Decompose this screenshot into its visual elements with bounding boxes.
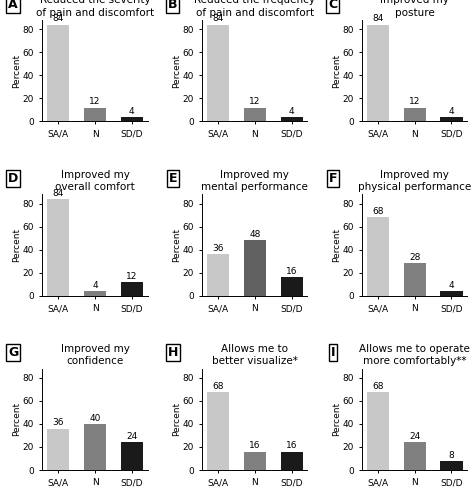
Bar xyxy=(281,452,303,470)
Bar xyxy=(367,24,389,122)
Title: Improved my
physical performance: Improved my physical performance xyxy=(358,170,472,192)
Y-axis label: Percent: Percent xyxy=(172,402,181,436)
Title: Improved my
mental performance: Improved my mental performance xyxy=(202,170,308,192)
Bar xyxy=(84,108,106,122)
Text: 16: 16 xyxy=(286,442,297,450)
Title: Improved my
confidence: Improved my confidence xyxy=(60,344,129,366)
Bar xyxy=(367,218,389,296)
Text: 24: 24 xyxy=(126,432,137,441)
Title: Improved my
posture: Improved my posture xyxy=(380,0,449,18)
Text: D: D xyxy=(8,172,18,185)
Title: Allows me to operate
more comfortably**: Allows me to operate more comfortably** xyxy=(359,344,470,366)
Bar xyxy=(244,240,266,296)
Text: 12: 12 xyxy=(89,98,101,106)
Text: C: C xyxy=(328,0,337,10)
Text: 84: 84 xyxy=(52,14,64,24)
Bar xyxy=(47,428,69,470)
Y-axis label: Percent: Percent xyxy=(172,228,181,262)
Text: 24: 24 xyxy=(409,432,421,441)
Bar xyxy=(244,452,266,470)
Text: 12: 12 xyxy=(249,98,261,106)
Text: G: G xyxy=(8,346,18,360)
Text: 12: 12 xyxy=(409,98,421,106)
Bar xyxy=(281,277,303,295)
Title: Allows me to
better visualize*: Allows me to better visualize* xyxy=(212,344,298,366)
Bar xyxy=(121,442,143,470)
Text: F: F xyxy=(329,172,337,185)
Bar xyxy=(207,24,229,122)
Text: 16: 16 xyxy=(249,442,261,450)
Text: 40: 40 xyxy=(89,414,101,423)
Bar xyxy=(440,461,463,470)
Text: 8: 8 xyxy=(448,450,455,460)
Bar xyxy=(281,116,303,121)
Text: H: H xyxy=(168,346,178,360)
Text: 84: 84 xyxy=(212,14,224,24)
Text: 28: 28 xyxy=(409,254,421,262)
Y-axis label: Percent: Percent xyxy=(172,54,181,88)
Bar xyxy=(84,291,106,296)
Text: 4: 4 xyxy=(449,106,454,116)
Text: 84: 84 xyxy=(52,189,64,198)
Y-axis label: Percent: Percent xyxy=(332,54,341,88)
Y-axis label: Percent: Percent xyxy=(332,402,341,436)
Y-axis label: Percent: Percent xyxy=(12,54,21,88)
Title: Reduced the frequency
of pain and discomfort: Reduced the frequency of pain and discom… xyxy=(194,0,315,18)
Text: 4: 4 xyxy=(92,281,98,290)
Text: 84: 84 xyxy=(372,14,384,24)
Bar xyxy=(47,199,69,296)
Text: A: A xyxy=(8,0,18,10)
Title: Reduced the severity
of pain and discomfort: Reduced the severity of pain and discomf… xyxy=(36,0,154,18)
Bar xyxy=(404,442,426,470)
Text: 68: 68 xyxy=(372,207,384,216)
Text: 4: 4 xyxy=(129,106,135,116)
Text: 4: 4 xyxy=(449,281,454,290)
Text: 68: 68 xyxy=(372,382,384,390)
Text: 36: 36 xyxy=(52,418,64,428)
Y-axis label: Percent: Percent xyxy=(12,402,21,436)
Text: 48: 48 xyxy=(249,230,261,239)
Bar xyxy=(440,291,463,296)
Text: 68: 68 xyxy=(212,382,224,390)
Bar xyxy=(367,392,389,470)
Text: I: I xyxy=(330,346,335,360)
Bar xyxy=(47,24,69,122)
Bar xyxy=(404,108,426,122)
Title: Improved my
overall comfort: Improved my overall comfort xyxy=(55,170,135,192)
Text: 16: 16 xyxy=(286,267,297,276)
Bar xyxy=(84,424,106,470)
Text: 4: 4 xyxy=(289,106,295,116)
Bar xyxy=(121,116,143,121)
Bar xyxy=(244,108,266,122)
Y-axis label: Percent: Percent xyxy=(12,228,21,262)
Y-axis label: Percent: Percent xyxy=(332,228,341,262)
Bar xyxy=(404,264,426,296)
Text: E: E xyxy=(169,172,177,185)
Bar xyxy=(207,254,229,296)
Bar xyxy=(440,116,463,121)
Text: 12: 12 xyxy=(126,272,137,280)
Text: B: B xyxy=(168,0,177,10)
Bar xyxy=(207,392,229,470)
Bar xyxy=(121,282,143,296)
Text: 36: 36 xyxy=(212,244,224,253)
